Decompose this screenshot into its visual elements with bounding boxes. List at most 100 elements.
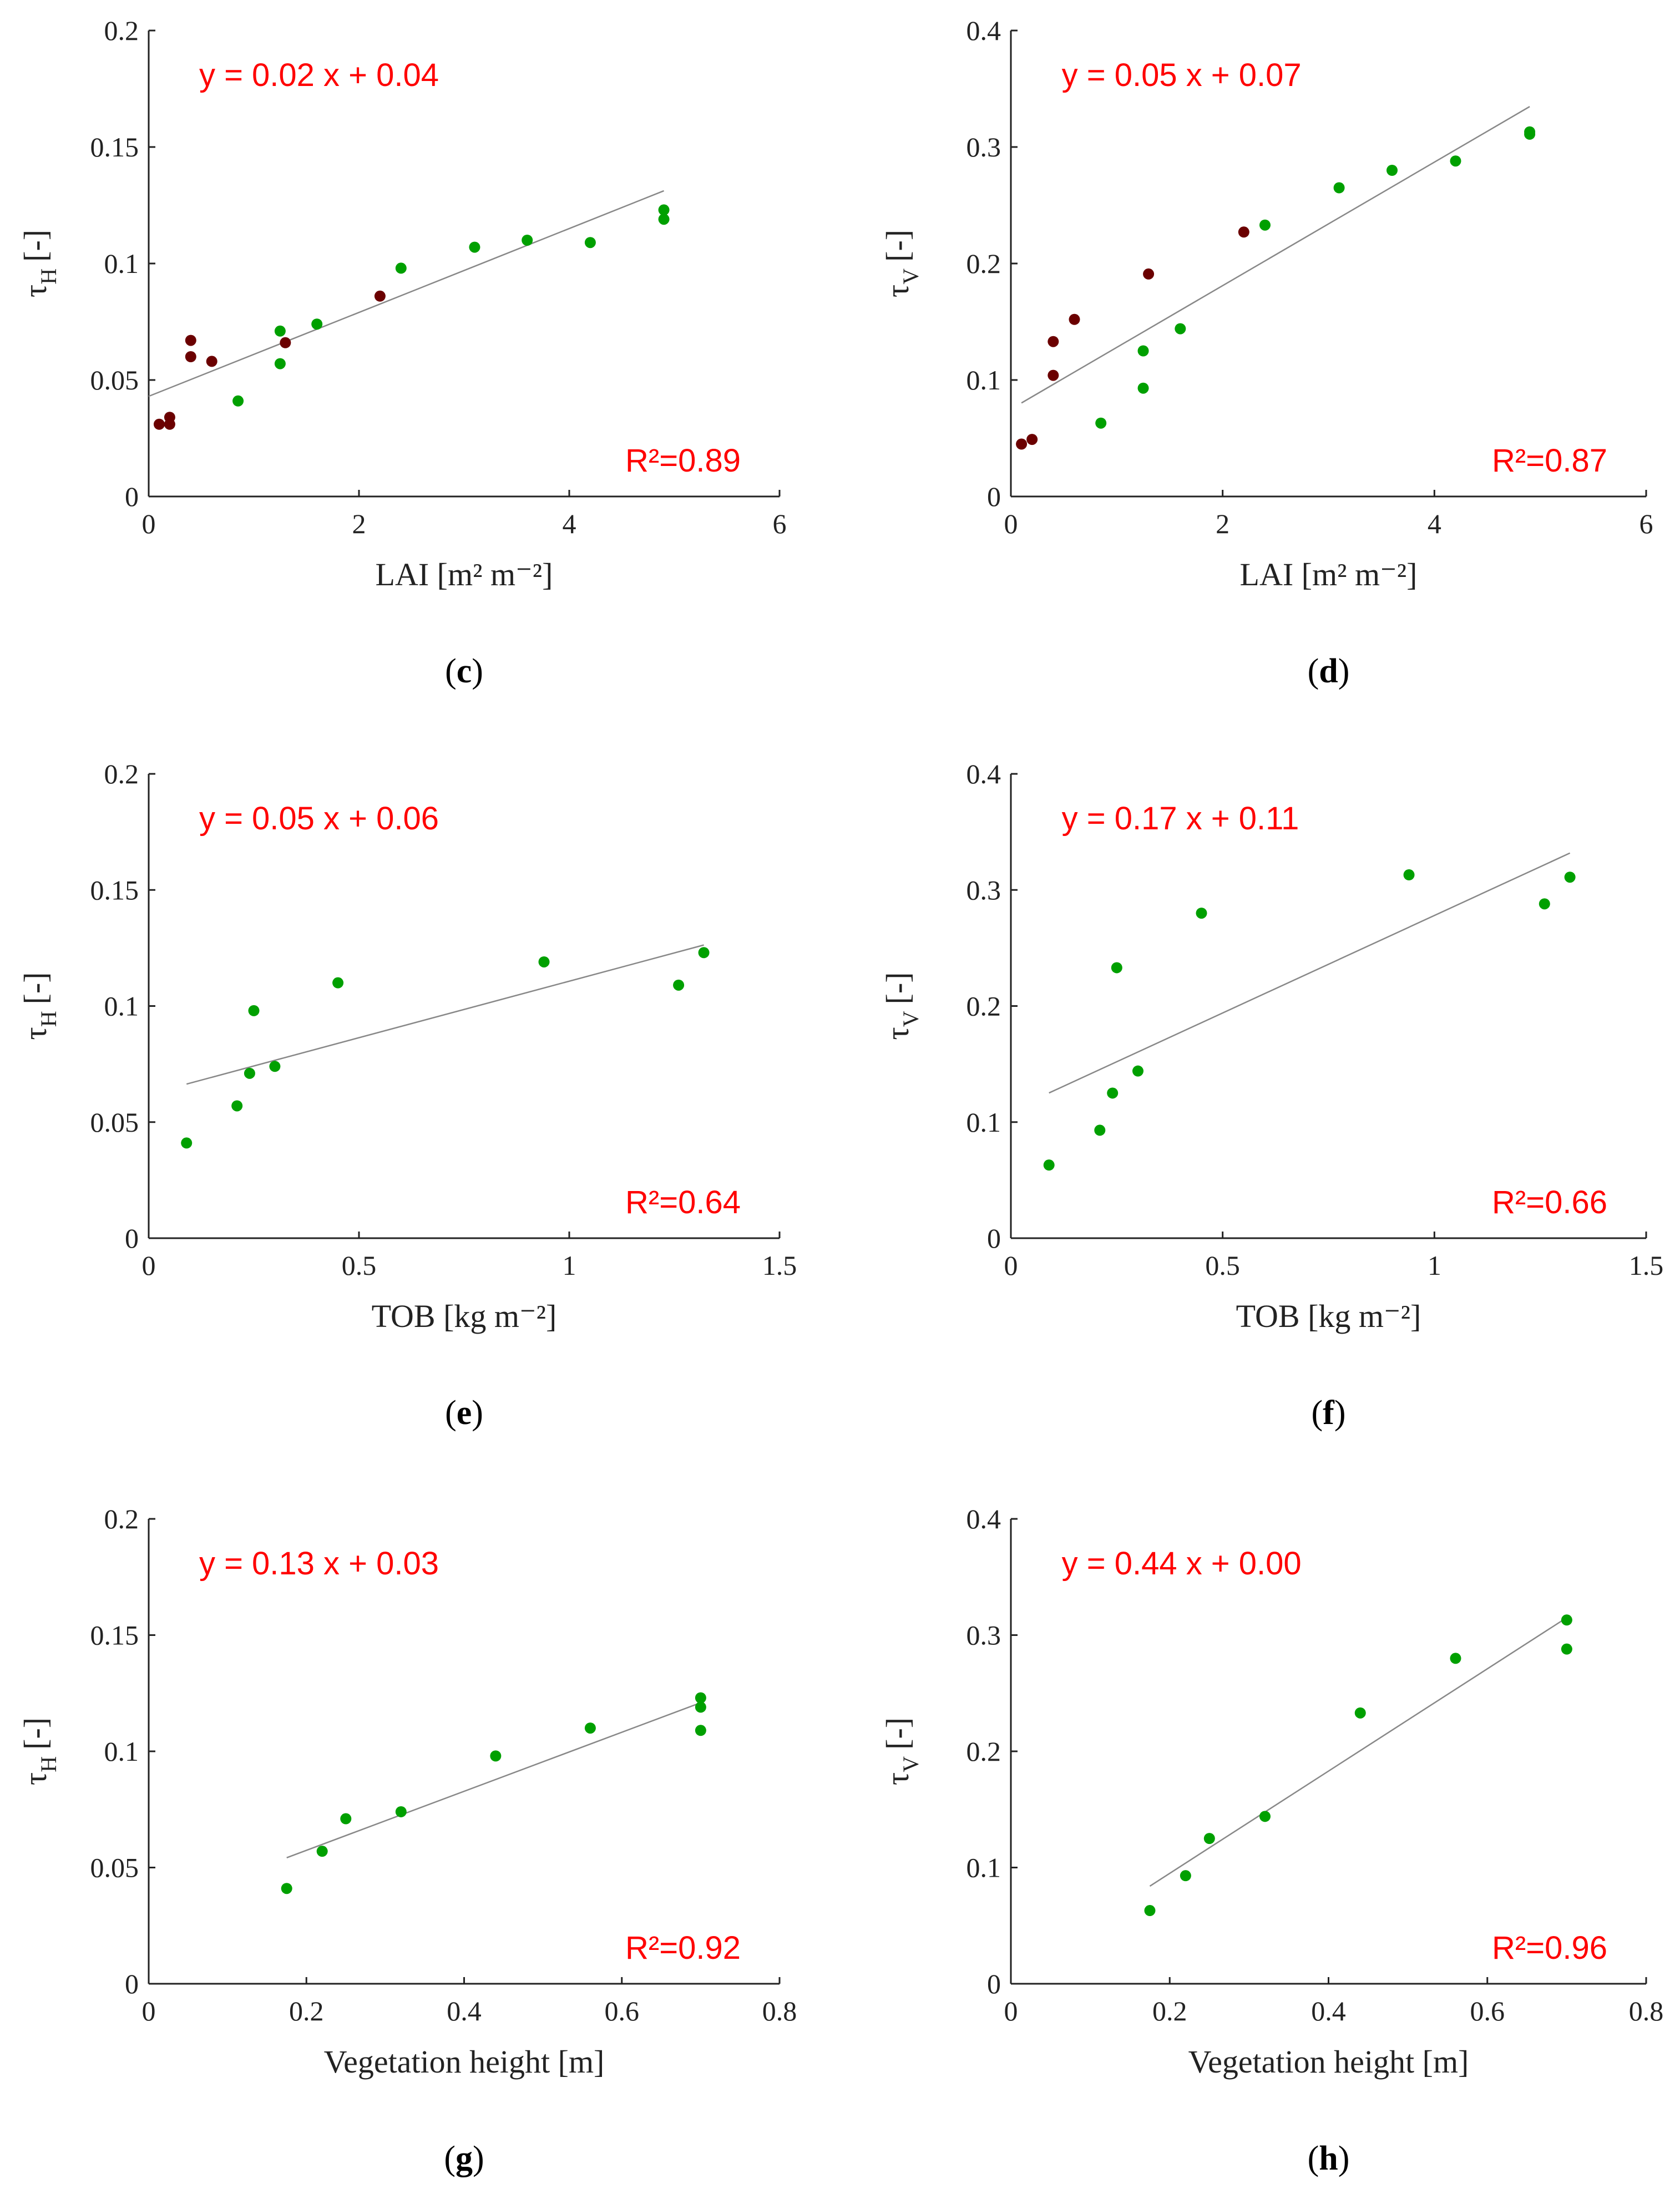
x-tick-label: 0 (142, 1250, 156, 1281)
y-tick-label: 0.05 (90, 1852, 139, 1883)
y-tick-label: 0.2 (966, 991, 1001, 1022)
y-tick-label: 0 (125, 1223, 139, 1254)
data-point-green (1180, 1870, 1191, 1882)
data-point-green (395, 1806, 407, 1817)
data-point-green (1259, 1811, 1271, 1822)
data-point-green (1450, 155, 1461, 167)
x-tick-label: 0.2 (1152, 1995, 1187, 2026)
data-point-green (1111, 962, 1122, 974)
fit-line (286, 1702, 701, 1858)
panel-caption: (c) (445, 652, 483, 690)
y-axis-label: τH [-] (17, 230, 61, 297)
y-axis-unit: [-] (879, 972, 915, 1004)
x-axis-label: LAI [m² m⁻²] (1240, 556, 1418, 592)
data-point-green (1259, 219, 1271, 231)
r-squared-label: R²=0.87 (1492, 443, 1607, 479)
data-point-dark-red (1016, 438, 1028, 450)
data-point-green (1175, 323, 1186, 335)
data-point-green (658, 204, 670, 216)
panel-d: 0 0.1 0.2 0.3 0.4 0 2 4 6 LAI [m² m⁻²] τV [-] y = 0.… (879, 15, 1653, 690)
y-tick-label: 0.3 (966, 874, 1001, 905)
y-axis-subscript: V (898, 268, 923, 285)
x-tick-label: 0 (1004, 1250, 1018, 1281)
data-point-green (274, 358, 286, 369)
data-point-green (1107, 1087, 1119, 1099)
y-tick-label: 0.2 (104, 758, 139, 789)
data-point-green (244, 1067, 255, 1079)
x-tick-label: 0.4 (1311, 1995, 1346, 2026)
r-squared-label: R²=0.89 (625, 443, 741, 479)
panel-f: 0 0.1 0.2 0.3 0.4 0 0.5 1 1.5 TOB [kg m⁻²] τV [-] y … (879, 758, 1663, 1432)
panel-letter: e (457, 1394, 472, 1432)
x-axis-label: Vegetation height [m] (324, 2044, 605, 2080)
data-point-green (584, 237, 596, 249)
x-tick-label: 1.5 (762, 1250, 797, 1281)
y-tick-label: 0.1 (104, 1736, 139, 1767)
data-point-dark-red (206, 356, 217, 367)
x-tick-label: 4 (1428, 508, 1441, 539)
panel-letter: h (1319, 2140, 1338, 2177)
data-point-green (490, 1750, 502, 1762)
panel-caption: (h) (1308, 2140, 1350, 2177)
y-tick-label: 0.1 (966, 1852, 1001, 1883)
data-point-green (1564, 871, 1576, 883)
x-tick-label: 0.6 (1470, 1995, 1505, 2026)
y-tick-label: 0.4 (966, 758, 1001, 789)
panel-letter: g (456, 2140, 473, 2177)
y-axis-symbol: τ (879, 1027, 915, 1040)
x-tick-label: 0 (1004, 1995, 1018, 2026)
panel-letter: d (1319, 652, 1338, 690)
fit-line (1149, 1617, 1567, 1887)
data-point-green (269, 1061, 281, 1072)
x-axis-label: TOB [kg m⁻²] (372, 1298, 557, 1334)
data-point-green (340, 1813, 352, 1825)
data-point-dark-red (1048, 336, 1059, 347)
x-tick-label: 6 (1639, 508, 1653, 539)
data-point-green (658, 214, 670, 225)
data-point-green (469, 241, 480, 253)
x-tick-label: 4 (563, 508, 576, 539)
fit-line (148, 190, 665, 397)
y-axis-label: τH [-] (17, 1717, 61, 1785)
y-tick-label: 0 (987, 481, 1001, 512)
data-point-dark-red (280, 337, 291, 348)
data-point-green (1524, 126, 1536, 138)
x-tick-label: 0.5 (1205, 1250, 1240, 1281)
panel-letter: f (1323, 1394, 1335, 1432)
x-tick-label: 0.6 (605, 1995, 640, 2026)
data-point-green (1403, 869, 1415, 881)
x-tick-label: 1.5 (1629, 1250, 1664, 1281)
data-point-dark-red (1048, 369, 1059, 381)
data-point-green (1561, 1643, 1572, 1655)
x-axis-label: TOB [kg m⁻²] (1236, 1298, 1421, 1334)
y-tick-label: 0.2 (966, 248, 1001, 279)
panel-g: 0 0.05 0.1 0.15 0.2 0 0.2 0.4 0.6 0.8 Vegetation h… (17, 1503, 797, 2177)
x-axis-label: LAI [m² m⁻²] (376, 556, 553, 592)
x-tick-label: 0 (142, 508, 156, 539)
panel-letter: c (457, 652, 472, 690)
data-point-green (181, 1137, 193, 1149)
y-tick-label: 0.4 (966, 15, 1001, 46)
y-tick-label: 0.05 (90, 1107, 139, 1138)
y-axis-subscript: H (36, 1011, 61, 1027)
regression-equation: y = 0.05 x + 0.07 (1062, 57, 1302, 93)
data-point-green (1203, 1833, 1215, 1845)
data-point-green (522, 235, 533, 246)
data-point-green (1095, 417, 1107, 429)
data-point-green (311, 318, 323, 330)
y-tick-label: 0.2 (104, 1503, 139, 1534)
x-tick-label: 0.4 (447, 1995, 482, 2026)
fit-line (186, 944, 704, 1085)
data-point-green (695, 1701, 706, 1713)
x-tick-label: 0.8 (762, 1995, 797, 2026)
y-tick-label: 0.3 (966, 1620, 1001, 1651)
data-point-green (1561, 1614, 1572, 1626)
data-point-dark-red (153, 418, 165, 430)
y-tick-label: 0.3 (966, 131, 1001, 163)
x-tick-label: 0 (142, 1995, 156, 2026)
data-point-green (332, 977, 344, 989)
y-axis-symbol: τ (879, 285, 915, 297)
r-squared-label: R²=0.64 (625, 1184, 741, 1220)
x-tick-label: 1 (563, 1250, 576, 1281)
